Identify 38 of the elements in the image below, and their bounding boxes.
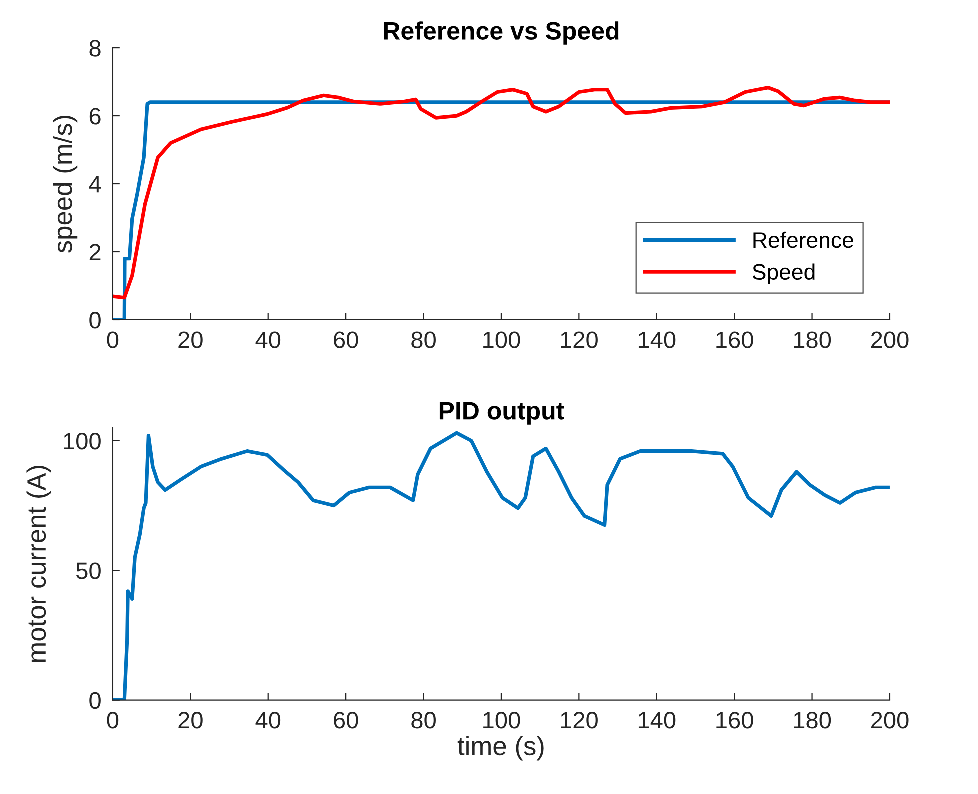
chart-title: Reference vs Speed: [384, 22, 619, 45]
x-tick-label: 20: [178, 332, 203, 348]
legend-label: Reference: [754, 232, 854, 248]
x-tick-label: 80: [412, 712, 436, 729]
line-series: [112, 431, 890, 700]
x-tick-label: 140: [638, 712, 676, 729]
y-tick-label: 100: [64, 433, 101, 450]
x-tick-label: 200: [871, 712, 909, 729]
y-tick-label: 0: [90, 312, 101, 329]
y-axis-title: motor current (A): [26, 466, 52, 662]
x-tick-label: 180: [794, 712, 832, 729]
x-tick-label: 120: [561, 332, 598, 348]
x-tick-label: 140: [638, 332, 676, 348]
x-tick-label: 40: [256, 332, 281, 348]
x-tick-label: 0: [107, 712, 119, 729]
x-tick-label: 100: [484, 332, 520, 348]
chart-title: PID output: [440, 402, 564, 425]
x-tick-label: 160: [716, 332, 754, 348]
x-tick-label: 40: [256, 712, 281, 729]
y-tick-label: 6: [90, 108, 101, 125]
legend-label: Speed: [752, 264, 815, 284]
y-tick-label: 0: [90, 692, 101, 710]
x-tick-label: 80: [412, 332, 436, 348]
y-tick-label: 4: [89, 176, 102, 193]
x-tick-label: 120: [561, 712, 598, 729]
y-axis-title: speed (m/s): [53, 116, 78, 253]
y-tick-label: 8: [90, 40, 101, 57]
x-tick-label: 200: [871, 332, 909, 348]
y-tick-label: 2: [90, 244, 101, 261]
x-tick-label: 160: [716, 712, 754, 729]
x-tick-label: 60: [334, 712, 358, 729]
x-tick-label: 60: [334, 332, 358, 348]
x-tick-label: 0: [107, 332, 119, 348]
x-tick-label: 20: [178, 712, 203, 729]
y-tick-label: 50: [76, 562, 101, 580]
x-axis-title: time (s): [458, 736, 544, 761]
x-tick-label: 100: [484, 712, 520, 729]
x-tick-label: 180: [794, 332, 832, 348]
